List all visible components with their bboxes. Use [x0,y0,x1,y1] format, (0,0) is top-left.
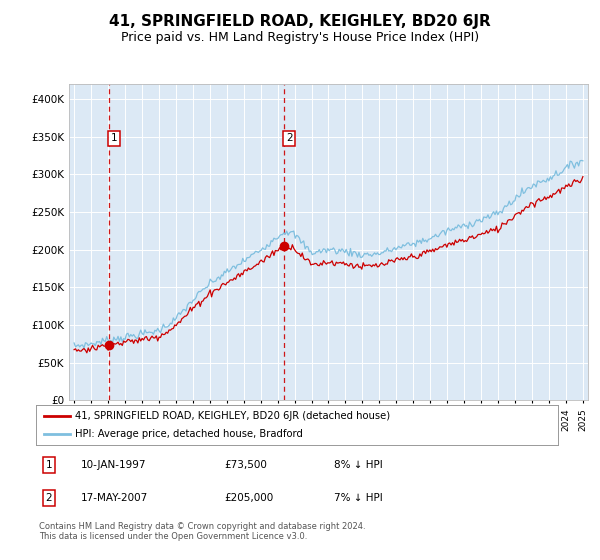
Text: 7% ↓ HPI: 7% ↓ HPI [334,493,382,503]
Text: 1: 1 [110,133,117,143]
Text: 1: 1 [46,460,52,470]
Text: 41, SPRINGFIELD ROAD, KEIGHLEY, BD20 6JR: 41, SPRINGFIELD ROAD, KEIGHLEY, BD20 6JR [109,14,491,29]
Text: £73,500: £73,500 [224,460,267,470]
Text: 2: 2 [286,133,292,143]
Text: Price paid vs. HM Land Registry's House Price Index (HPI): Price paid vs. HM Land Registry's House … [121,31,479,44]
Text: 10-JAN-1997: 10-JAN-1997 [80,460,146,470]
Text: HPI: Average price, detached house, Bradford: HPI: Average price, detached house, Brad… [75,430,303,439]
Text: £205,000: £205,000 [224,493,273,503]
Text: 8% ↓ HPI: 8% ↓ HPI [334,460,382,470]
Text: 17-MAY-2007: 17-MAY-2007 [80,493,148,503]
Text: Contains HM Land Registry data © Crown copyright and database right 2024.
This d: Contains HM Land Registry data © Crown c… [39,522,365,542]
Text: 41, SPRINGFIELD ROAD, KEIGHLEY, BD20 6JR (detached house): 41, SPRINGFIELD ROAD, KEIGHLEY, BD20 6JR… [75,411,390,421]
Text: 2: 2 [46,493,52,503]
